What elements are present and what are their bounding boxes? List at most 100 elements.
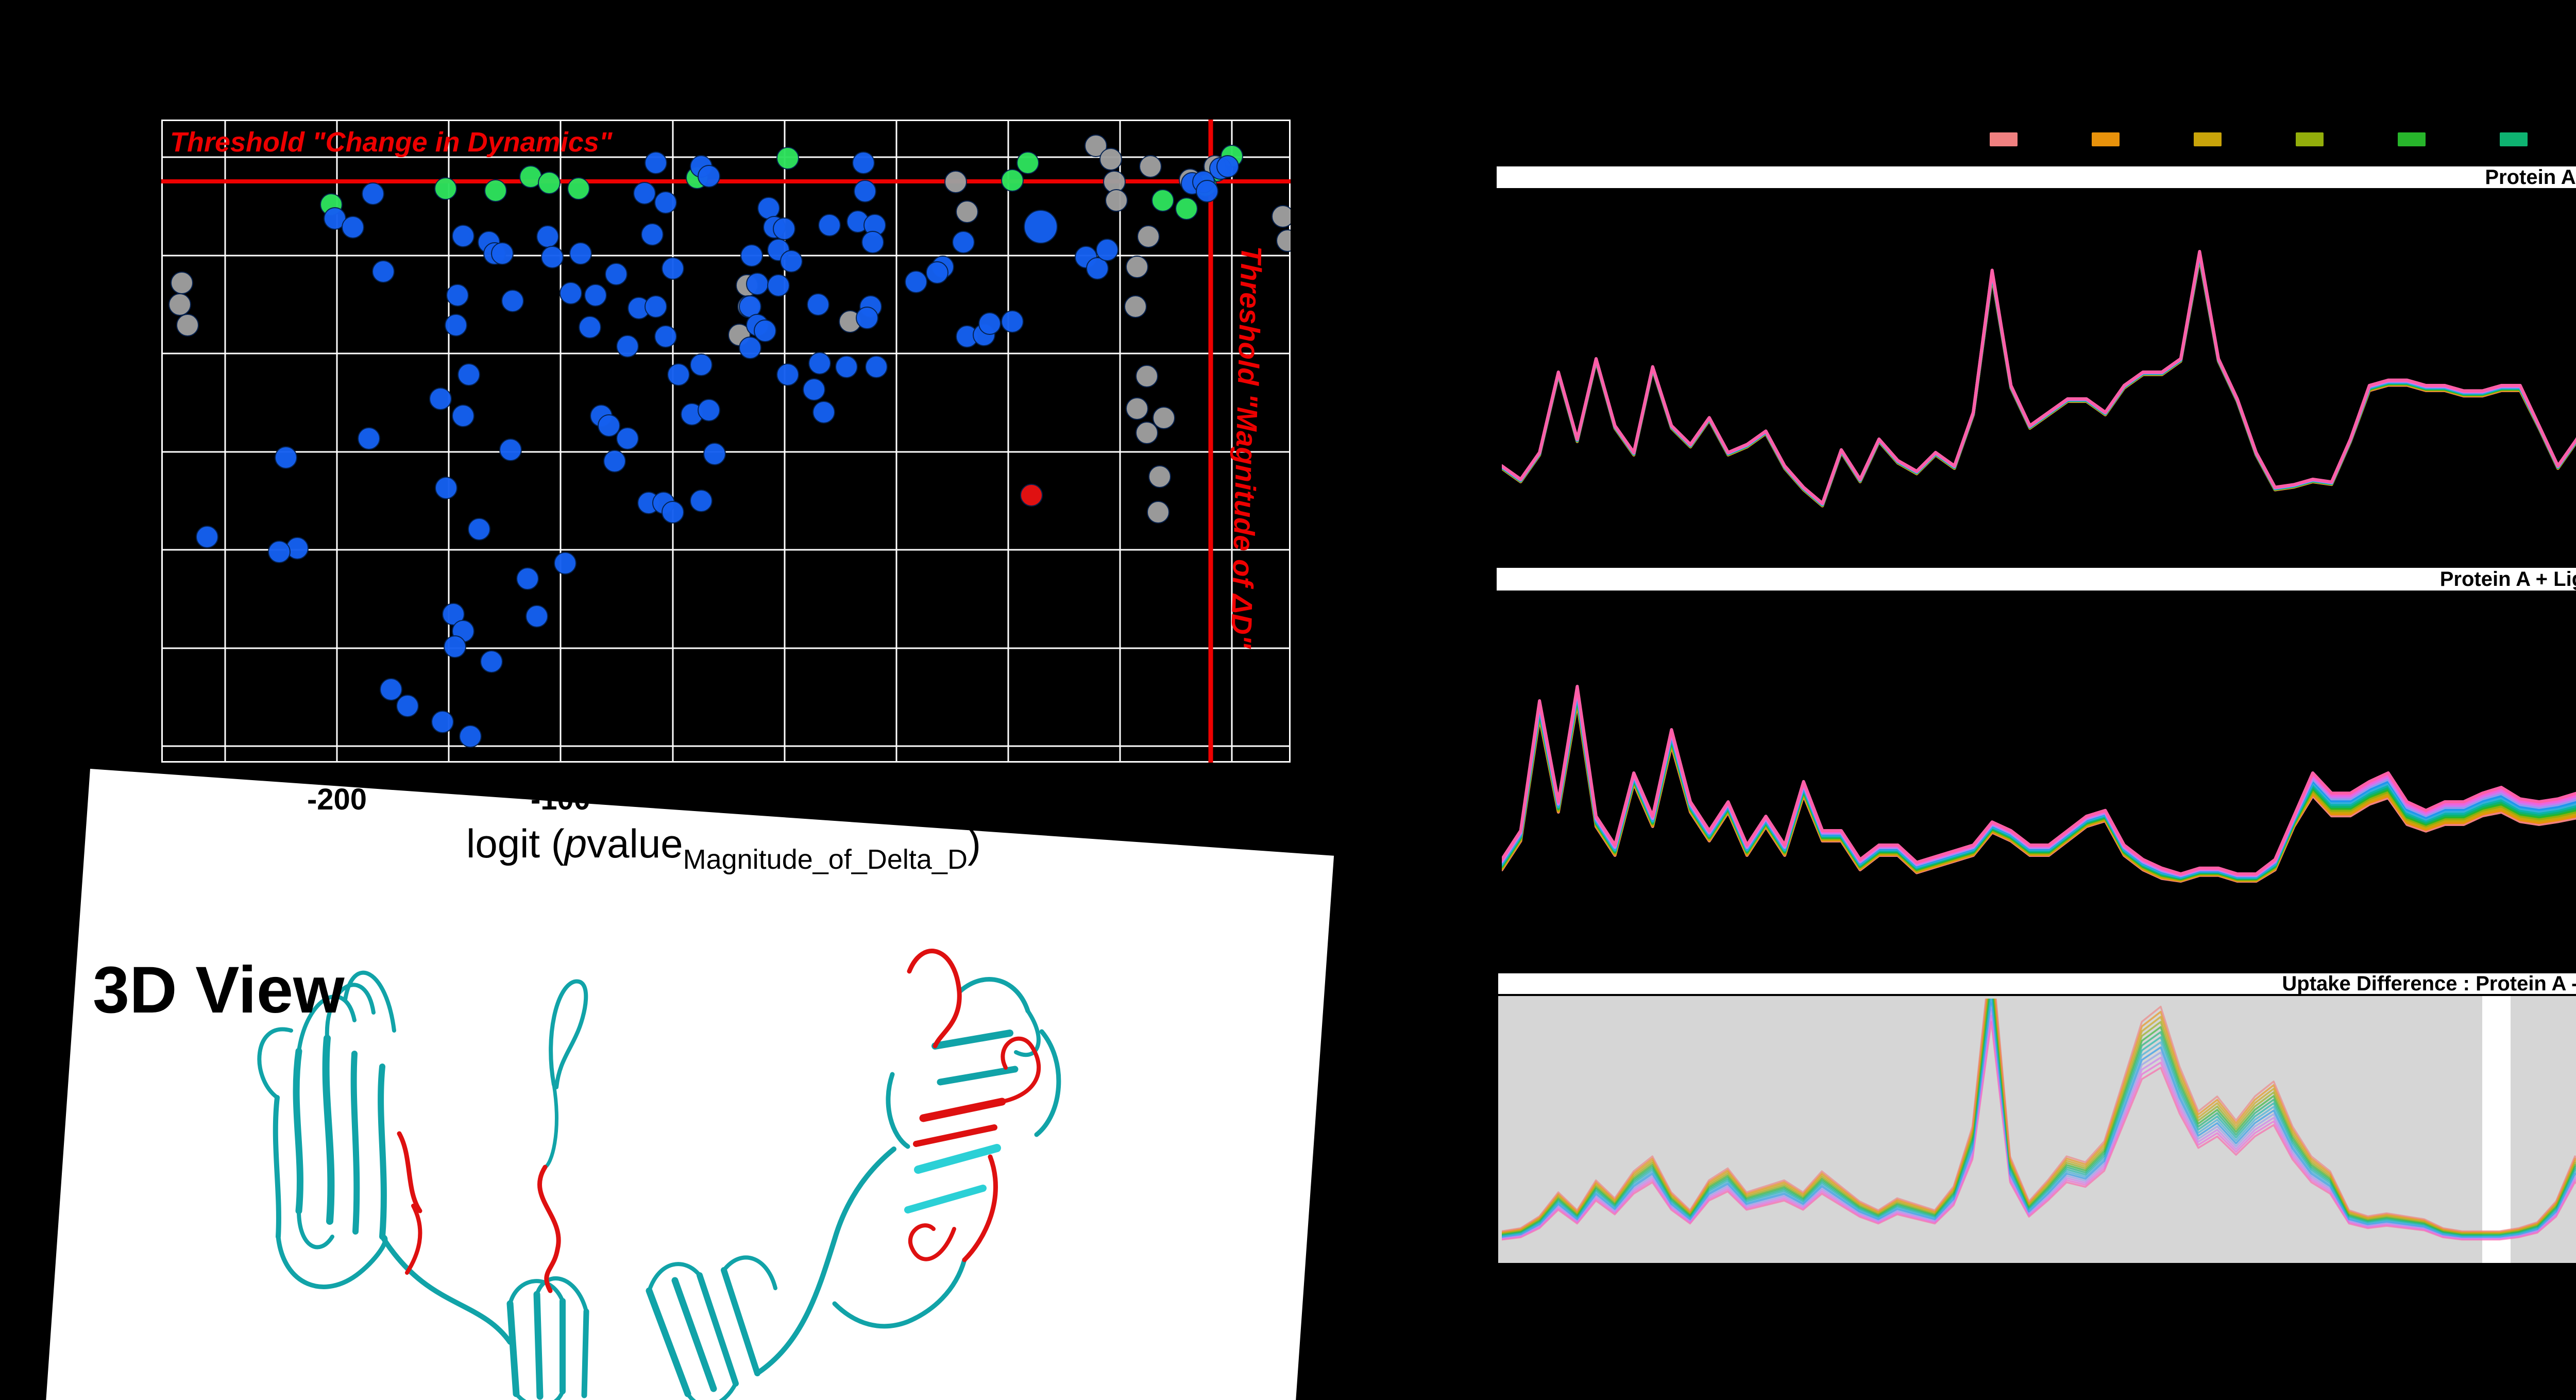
x-axis-label-subscript: Magnitude_of_Delta_D	[683, 844, 968, 875]
data-point	[584, 284, 607, 307]
data-point	[342, 216, 364, 239]
panel-title-protein-a-ligand: Protein A + Ligand	[1497, 568, 2576, 591]
data-point	[776, 363, 799, 386]
data-point	[499, 438, 522, 461]
data-point	[1024, 210, 1058, 244]
legend-swatch-t1	[1990, 132, 2018, 146]
data-point	[807, 293, 829, 316]
data-point	[268, 541, 291, 563]
uptake-difference-chart[interactable]	[1502, 999, 2576, 1262]
data-point	[854, 180, 876, 203]
data-point	[662, 257, 684, 280]
data-point	[1151, 189, 1174, 212]
data-point	[654, 325, 677, 348]
x-tick--200: -200	[307, 783, 367, 816]
x-tick-100: 100	[983, 783, 1033, 816]
data-point	[480, 650, 503, 673]
panel-title-uptake-difference: Uptake Difference : Protein A - (Protein…	[1498, 972, 2576, 996]
x-tick-0: 0	[776, 783, 793, 816]
legend-swatch-t4	[2296, 132, 2324, 146]
data-point	[754, 319, 776, 342]
series-line-t12	[1502, 250, 2576, 505]
series-line-t6	[1502, 254, 2576, 507]
x-axis-label-p: p	[564, 821, 587, 866]
data-point	[452, 225, 474, 247]
volcano-plot[interactable]	[161, 120, 1291, 763]
series-line-t7	[1502, 253, 2576, 507]
data-point	[645, 295, 667, 318]
data-point	[746, 273, 769, 295]
data-point	[1126, 397, 1148, 420]
data-point	[1001, 169, 1024, 192]
data-point	[926, 261, 948, 284]
panel-title-text: Uptake Difference : Protein A - (Protein…	[2282, 972, 2576, 995]
data-point	[429, 387, 452, 410]
data-point	[1105, 189, 1128, 212]
series-line-t13	[1502, 1021, 2576, 1241]
data-point	[541, 246, 564, 268]
data-point	[633, 182, 656, 205]
series-line-t9	[1502, 252, 2576, 506]
data-point	[569, 242, 592, 265]
data-point	[654, 191, 677, 214]
data-point	[1175, 197, 1198, 220]
x-axis-label-value: value	[587, 821, 683, 866]
data-point	[641, 223, 664, 246]
data-point	[362, 182, 384, 205]
data-point	[1136, 421, 1158, 444]
data-point	[835, 356, 858, 378]
data-point	[1272, 205, 1291, 228]
series-line-t9	[1502, 999, 2576, 1238]
data-point	[1139, 155, 1162, 178]
data-point	[690, 353, 713, 376]
data-point	[852, 151, 875, 174]
x-axis-label-pre: logit (	[466, 821, 565, 866]
data-point	[698, 399, 720, 421]
data-point	[567, 177, 590, 200]
volcano-plot-canvas[interactable]	[161, 120, 1291, 763]
data-point	[431, 711, 454, 733]
data-point	[444, 635, 466, 658]
uptake-chart-protein-a-ligand[interactable]	[1502, 592, 2576, 952]
series-line-t13	[1502, 250, 2576, 505]
data-point	[767, 274, 790, 297]
x-axis-label: logit (pvalueMagnitude_of_Delta_D)	[466, 820, 981, 875]
data-point	[698, 165, 720, 188]
data-point	[396, 695, 419, 717]
data-point	[484, 179, 507, 202]
data-point	[459, 725, 482, 748]
plot-frame	[161, 120, 1291, 763]
series-line-t10	[1502, 1002, 2576, 1239]
data-point	[1016, 151, 1039, 174]
protein-ribbon-3d[interactable]	[222, 876, 1406, 1400]
data-point	[1020, 484, 1043, 507]
data-point	[434, 177, 457, 200]
data-point	[435, 477, 457, 499]
data-point	[1124, 295, 1147, 318]
legend-swatch-t3	[2194, 132, 2222, 146]
data-point	[776, 147, 799, 170]
data-point	[1136, 365, 1158, 387]
uptake-chart-protein-a[interactable]	[1502, 190, 2576, 550]
series-line-t12	[1502, 686, 2576, 876]
data-point	[667, 363, 690, 386]
data-point	[196, 526, 218, 548]
legend-swatch-t6	[2500, 132, 2528, 146]
data-point	[168, 293, 191, 316]
legend-swatch-t2	[2092, 132, 2120, 146]
timepoint-legend	[1990, 132, 2576, 146]
panel-title-text: Protein A + Ligand	[2439, 567, 2576, 591]
data-point	[944, 171, 967, 193]
data-point	[1084, 134, 1107, 157]
data-point	[905, 271, 927, 293]
data-point	[978, 312, 1001, 335]
data-point	[740, 244, 763, 267]
data-point	[491, 242, 514, 265]
data-point	[1196, 180, 1218, 203]
3d-view-title: 3D View	[93, 953, 345, 1027]
data-point	[605, 263, 628, 285]
data-point	[445, 314, 467, 336]
data-point	[1137, 225, 1160, 248]
series-line-t10	[1502, 251, 2576, 505]
panel-title-protein-a: Protein A	[1497, 166, 2576, 189]
